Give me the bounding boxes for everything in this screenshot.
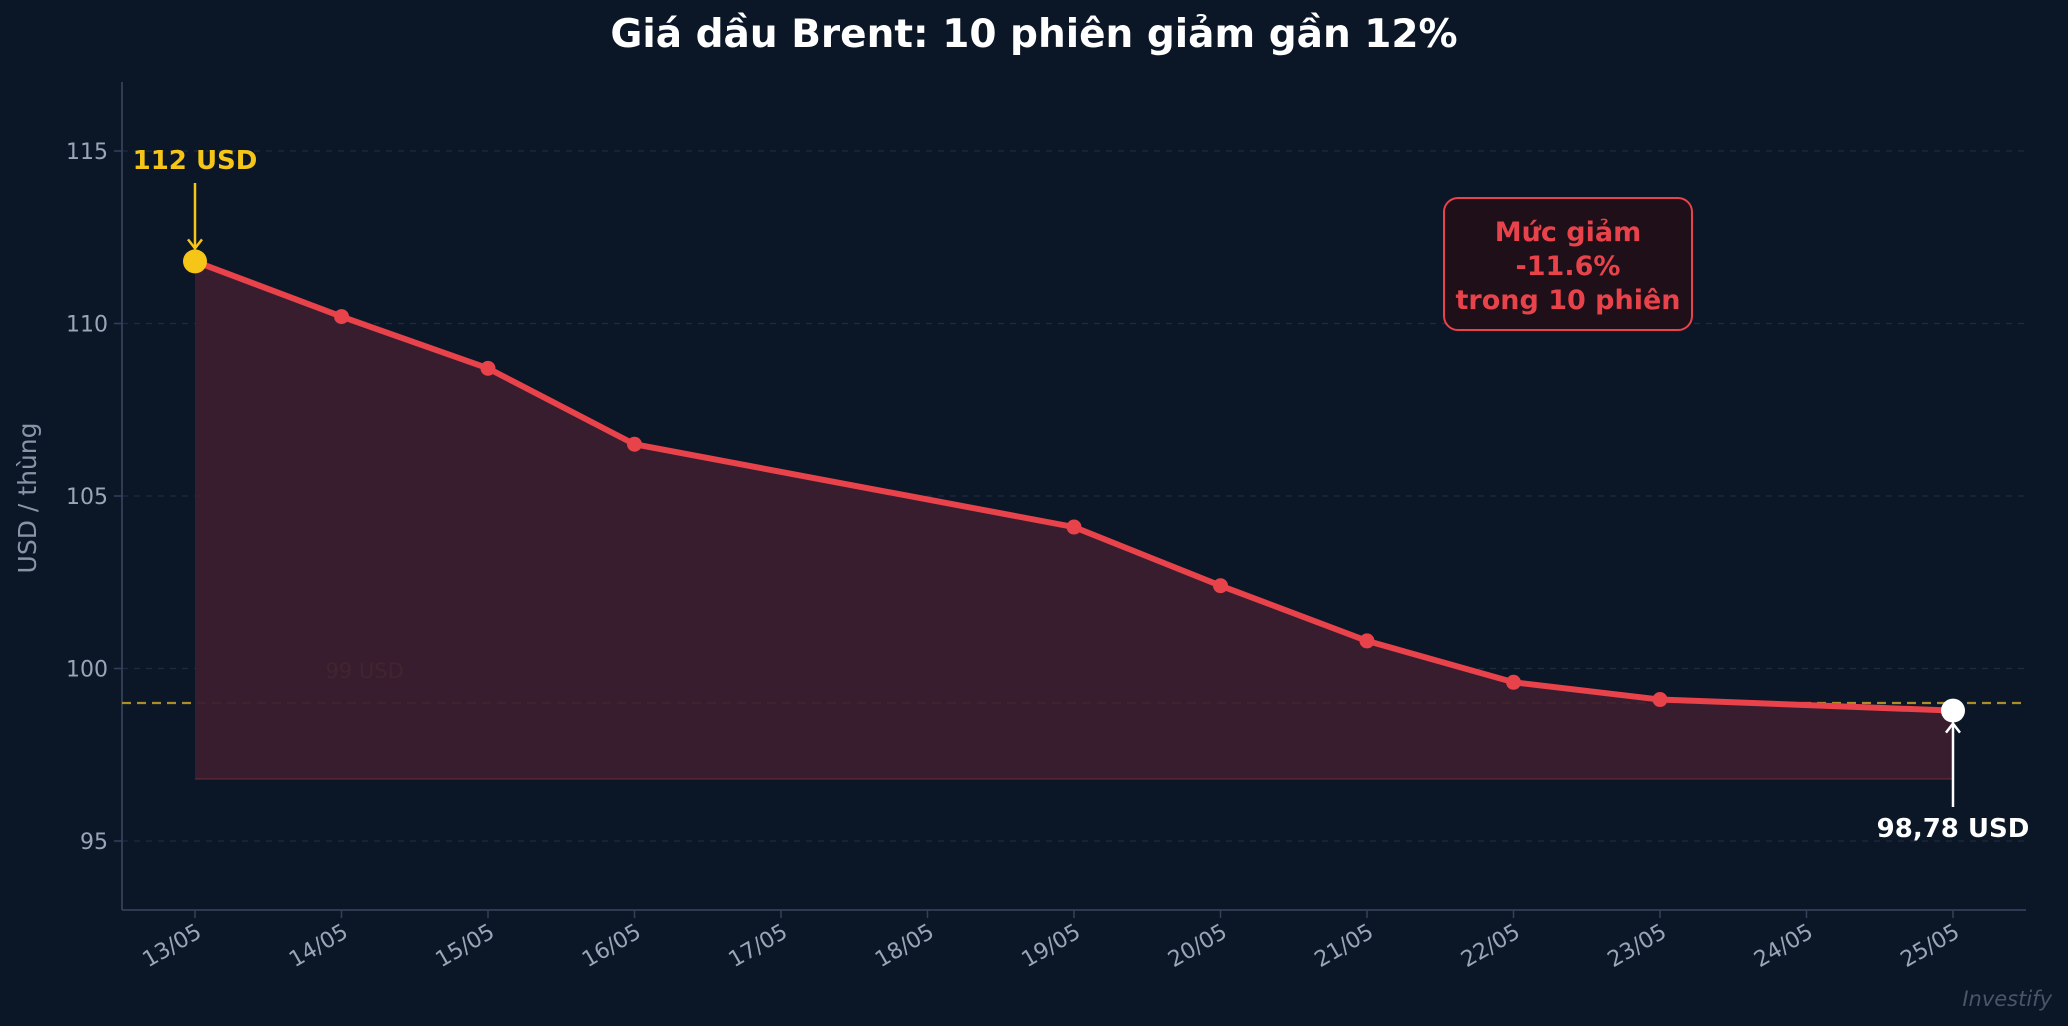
area-layer: [195, 261, 1953, 780]
y-tick-label: 115: [66, 140, 108, 165]
start-arrow-head: [187, 238, 203, 251]
end-label: 98,78 USD: [1877, 814, 2030, 844]
x-tick-label: 13/05: [139, 920, 206, 973]
x-tick-label: 14/05: [285, 920, 352, 973]
x-tick-label: 22/05: [1457, 920, 1524, 973]
line-layer: [192, 258, 1956, 714]
watermark: Investify: [1962, 987, 2052, 1011]
x-tick-label: 20/05: [1164, 920, 1231, 973]
data-point: [1066, 519, 1082, 535]
data-point: [334, 309, 349, 325]
x-tick-label: 23/05: [1604, 920, 1671, 973]
x-tick-label: 21/05: [1311, 920, 1378, 973]
summary-box: [1443, 197, 1693, 331]
series-area: [195, 261, 1953, 779]
chart-title: Giá dầu Brent: 10 phiên giảm gần 12%: [610, 12, 1457, 57]
summary-box-line: -11.6%: [1516, 251, 1621, 282]
y-tick-label: 105: [66, 485, 108, 510]
data-point: [1506, 674, 1521, 690]
x-tick-label: 15/05: [432, 920, 499, 973]
x-tick-label: 19/05: [1018, 920, 1085, 973]
data-point: [480, 360, 496, 376]
start-point-marker: [183, 249, 207, 274]
data-point: [1652, 692, 1668, 708]
end-arrow-head: [1945, 721, 1961, 734]
summary-box-line: Mức giảm: [1495, 217, 1641, 248]
x-tick-label: 16/05: [578, 920, 645, 973]
data-point: [627, 436, 642, 452]
x-tick-label: 24/05: [1750, 920, 1817, 973]
series-line: [192, 258, 1956, 714]
x-tick-label: 17/05: [725, 920, 792, 973]
data-point: [1359, 633, 1375, 649]
end-point-marker: [1941, 698, 1965, 723]
y-tick-label: 110: [66, 313, 108, 338]
data-point: [1213, 578, 1228, 594]
start-label: 112 USD: [133, 146, 258, 176]
y-axis-label: USD / thùng: [13, 423, 42, 574]
x-tick-label: 18/05: [871, 920, 938, 973]
y-tick-label: 100: [66, 658, 108, 683]
summary-box-line: trong 10 phiên: [1455, 285, 1680, 316]
annotation-layer: 112 USD 98,78 USD Mức giảm-11.6%trong 10 p…: [133, 146, 2030, 844]
y-tick-label: 95: [80, 830, 108, 855]
x-tick-label: 25/05: [1897, 920, 1964, 973]
